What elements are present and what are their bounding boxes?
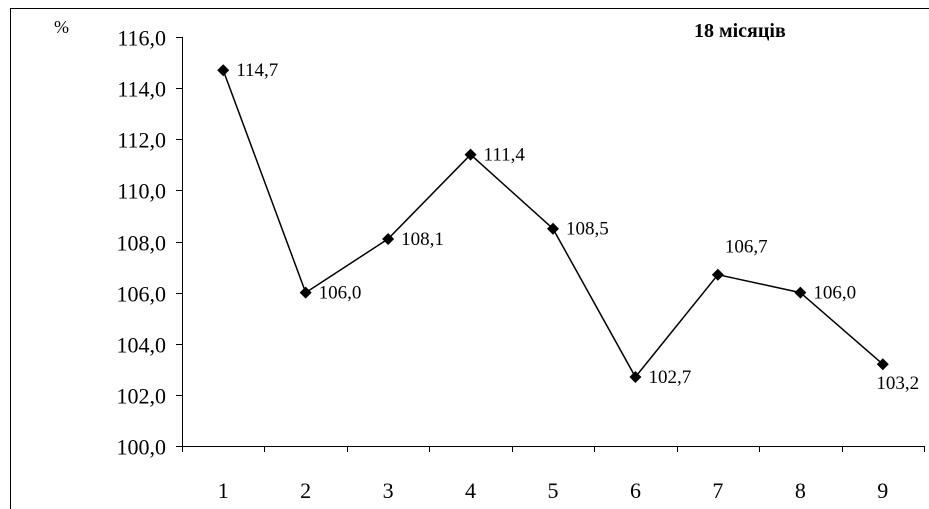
data-point-marker (711, 268, 724, 281)
data-point-marker (299, 286, 312, 299)
data-label: 108,1 (401, 229, 444, 250)
data-label: 106,7 (725, 237, 768, 258)
data-point-marker (794, 286, 807, 299)
y-tick-label: 116,0 (117, 26, 166, 51)
y-tick-label: 104,0 (117, 333, 167, 358)
data-label: 108,5 (566, 219, 609, 240)
data-label: 106,0 (319, 283, 362, 304)
data-point-marker (629, 370, 642, 383)
data-point-marker (382, 232, 395, 245)
series-group (217, 64, 889, 383)
x-tick-label: 2 (300, 478, 311, 503)
y-tick-label: 110,0 (117, 179, 166, 204)
data-label: 106,0 (813, 283, 856, 304)
y-tick-label: 106,0 (117, 282, 167, 307)
y-tick-label: 100,0 (117, 435, 167, 460)
data-label: 114,7 (236, 60, 278, 81)
x-tick-label: 3 (383, 478, 394, 503)
data-label: 102,7 (648, 367, 691, 388)
data-label: 111,4 (484, 145, 526, 166)
data-point-marker (464, 148, 477, 161)
data-point-marker (876, 358, 889, 371)
data-point-marker (547, 222, 559, 235)
y-tick-label: 114,0 (117, 77, 166, 102)
x-axis: 1 2 3 4 5 6 7 8 9 (182, 446, 925, 503)
data-label: 103,2 (876, 373, 919, 394)
y-tick-label: 112,0 (117, 128, 166, 153)
y-tick-label: 102,0 (117, 384, 167, 409)
y-tick-label: 108,0 (117, 231, 167, 256)
y-axis: 100,0 102,0 104,0 106,0 108,0 110,0 112,0 114,0… (117, 26, 183, 460)
data-labels-group: 114,7 106,0 108,1 111,4 108,5 102,7 106,7 106,0… (236, 60, 919, 394)
data-point-marker (217, 64, 230, 77)
x-tick-label: 7 (712, 478, 723, 503)
x-tick-label: 8 (795, 478, 806, 503)
chart-title: 18 місяців (694, 20, 786, 42)
x-tick-label: 9 (877, 478, 888, 503)
x-tick-label: 4 (465, 478, 476, 503)
x-tick-label: 5 (548, 478, 559, 503)
y-unit-label: % (54, 17, 69, 37)
x-tick-label: 1 (218, 478, 229, 503)
x-tick-label: 6 (630, 478, 641, 503)
